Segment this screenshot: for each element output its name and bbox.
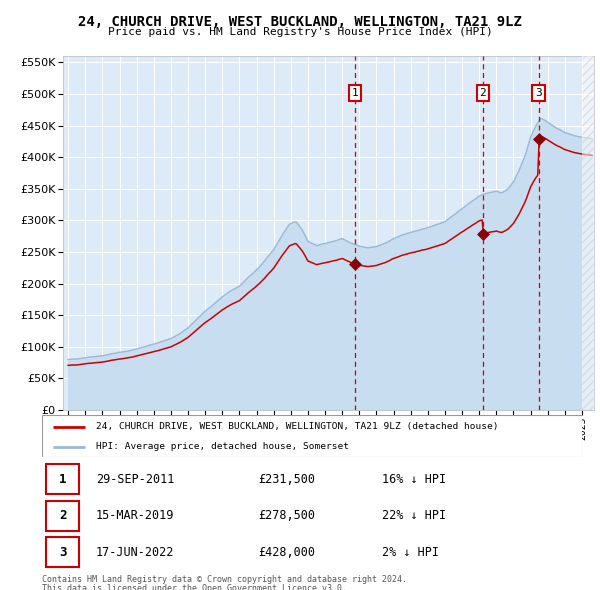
Text: 3: 3	[535, 88, 542, 98]
Text: 17-JUN-2022: 17-JUN-2022	[96, 546, 175, 559]
Text: Price paid vs. HM Land Registry's House Price Index (HPI): Price paid vs. HM Land Registry's House …	[107, 27, 493, 37]
Text: 24, CHURCH DRIVE, WEST BUCKLAND, WELLINGTON, TA21 9LZ: 24, CHURCH DRIVE, WEST BUCKLAND, WELLING…	[78, 15, 522, 29]
FancyBboxPatch shape	[46, 537, 79, 567]
Text: This data is licensed under the Open Government Licence v3.0.: This data is licensed under the Open Gov…	[42, 584, 347, 590]
Text: 2: 2	[59, 509, 66, 522]
Text: 2: 2	[479, 88, 486, 98]
Text: 3: 3	[59, 546, 66, 559]
Text: £428,000: £428,000	[258, 546, 315, 559]
Text: 15-MAR-2019: 15-MAR-2019	[96, 509, 175, 522]
Text: HPI: Average price, detached house, Somerset: HPI: Average price, detached house, Some…	[96, 442, 349, 451]
Text: 1: 1	[352, 88, 358, 98]
Polygon shape	[582, 56, 594, 410]
Text: Contains HM Land Registry data © Crown copyright and database right 2024.: Contains HM Land Registry data © Crown c…	[42, 575, 407, 584]
Text: £278,500: £278,500	[258, 509, 315, 522]
Text: 24, CHURCH DRIVE, WEST BUCKLAND, WELLINGTON, TA21 9LZ (detached house): 24, CHURCH DRIVE, WEST BUCKLAND, WELLING…	[96, 422, 499, 431]
Text: 29-SEP-2011: 29-SEP-2011	[96, 473, 175, 486]
Text: 2% ↓ HPI: 2% ↓ HPI	[382, 546, 439, 559]
Text: 16% ↓ HPI: 16% ↓ HPI	[382, 473, 446, 486]
Text: 1: 1	[59, 473, 66, 486]
Text: 22% ↓ HPI: 22% ↓ HPI	[382, 509, 446, 522]
FancyBboxPatch shape	[46, 464, 79, 494]
FancyBboxPatch shape	[46, 501, 79, 530]
Text: £231,500: £231,500	[258, 473, 315, 486]
